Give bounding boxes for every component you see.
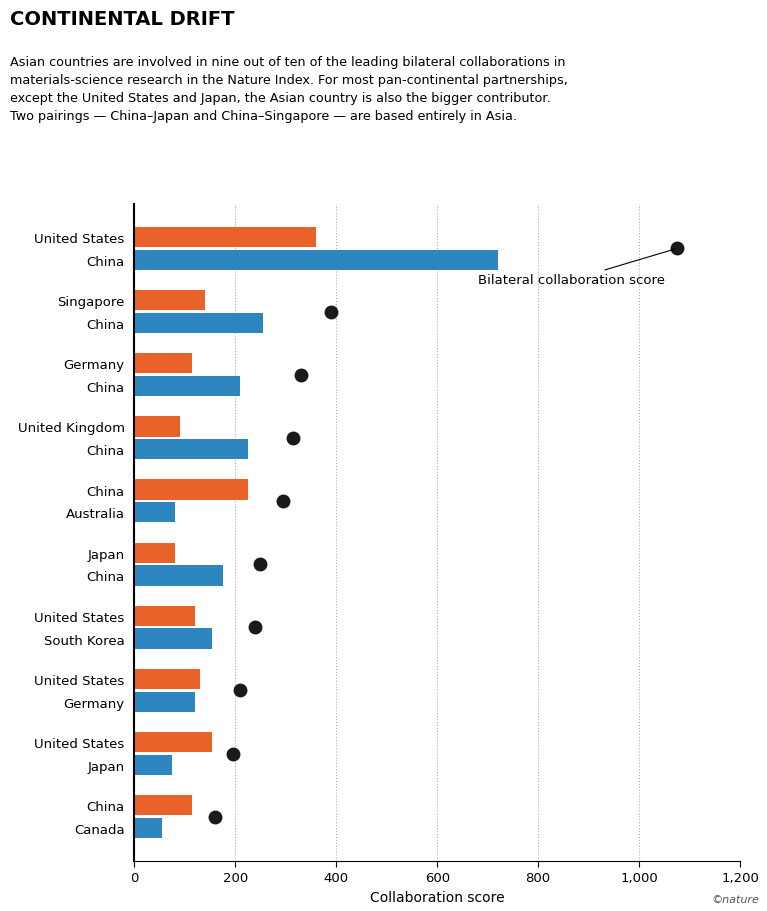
Bar [134, 755, 172, 775]
Bar [134, 566, 222, 586]
Bar [134, 732, 212, 752]
Bar [134, 606, 195, 626]
Bar [134, 251, 498, 271]
Bar [134, 376, 240, 396]
Bar [134, 795, 193, 815]
Bar [134, 503, 175, 523]
Bar [134, 818, 162, 838]
Bar [134, 417, 179, 437]
Bar [134, 291, 205, 311]
Bar [134, 629, 212, 649]
Bar [134, 480, 248, 500]
Text: Bilateral collaboration score: Bilateral collaboration score [478, 250, 674, 287]
Text: Asian countries are involved in nine out of ten of the leading bilateral collabo: Asian countries are involved in nine out… [10, 56, 568, 123]
Text: CONTINENTAL DRIFT: CONTINENTAL DRIFT [10, 10, 235, 29]
Bar [134, 228, 316, 248]
X-axis label: Collaboration score: Collaboration score [370, 890, 505, 904]
Bar [134, 313, 263, 333]
Bar [134, 691, 195, 712]
Bar [134, 670, 200, 690]
Bar [134, 543, 175, 563]
Bar [134, 440, 248, 460]
Bar [134, 353, 193, 374]
Text: ©nature: ©nature [712, 894, 759, 904]
